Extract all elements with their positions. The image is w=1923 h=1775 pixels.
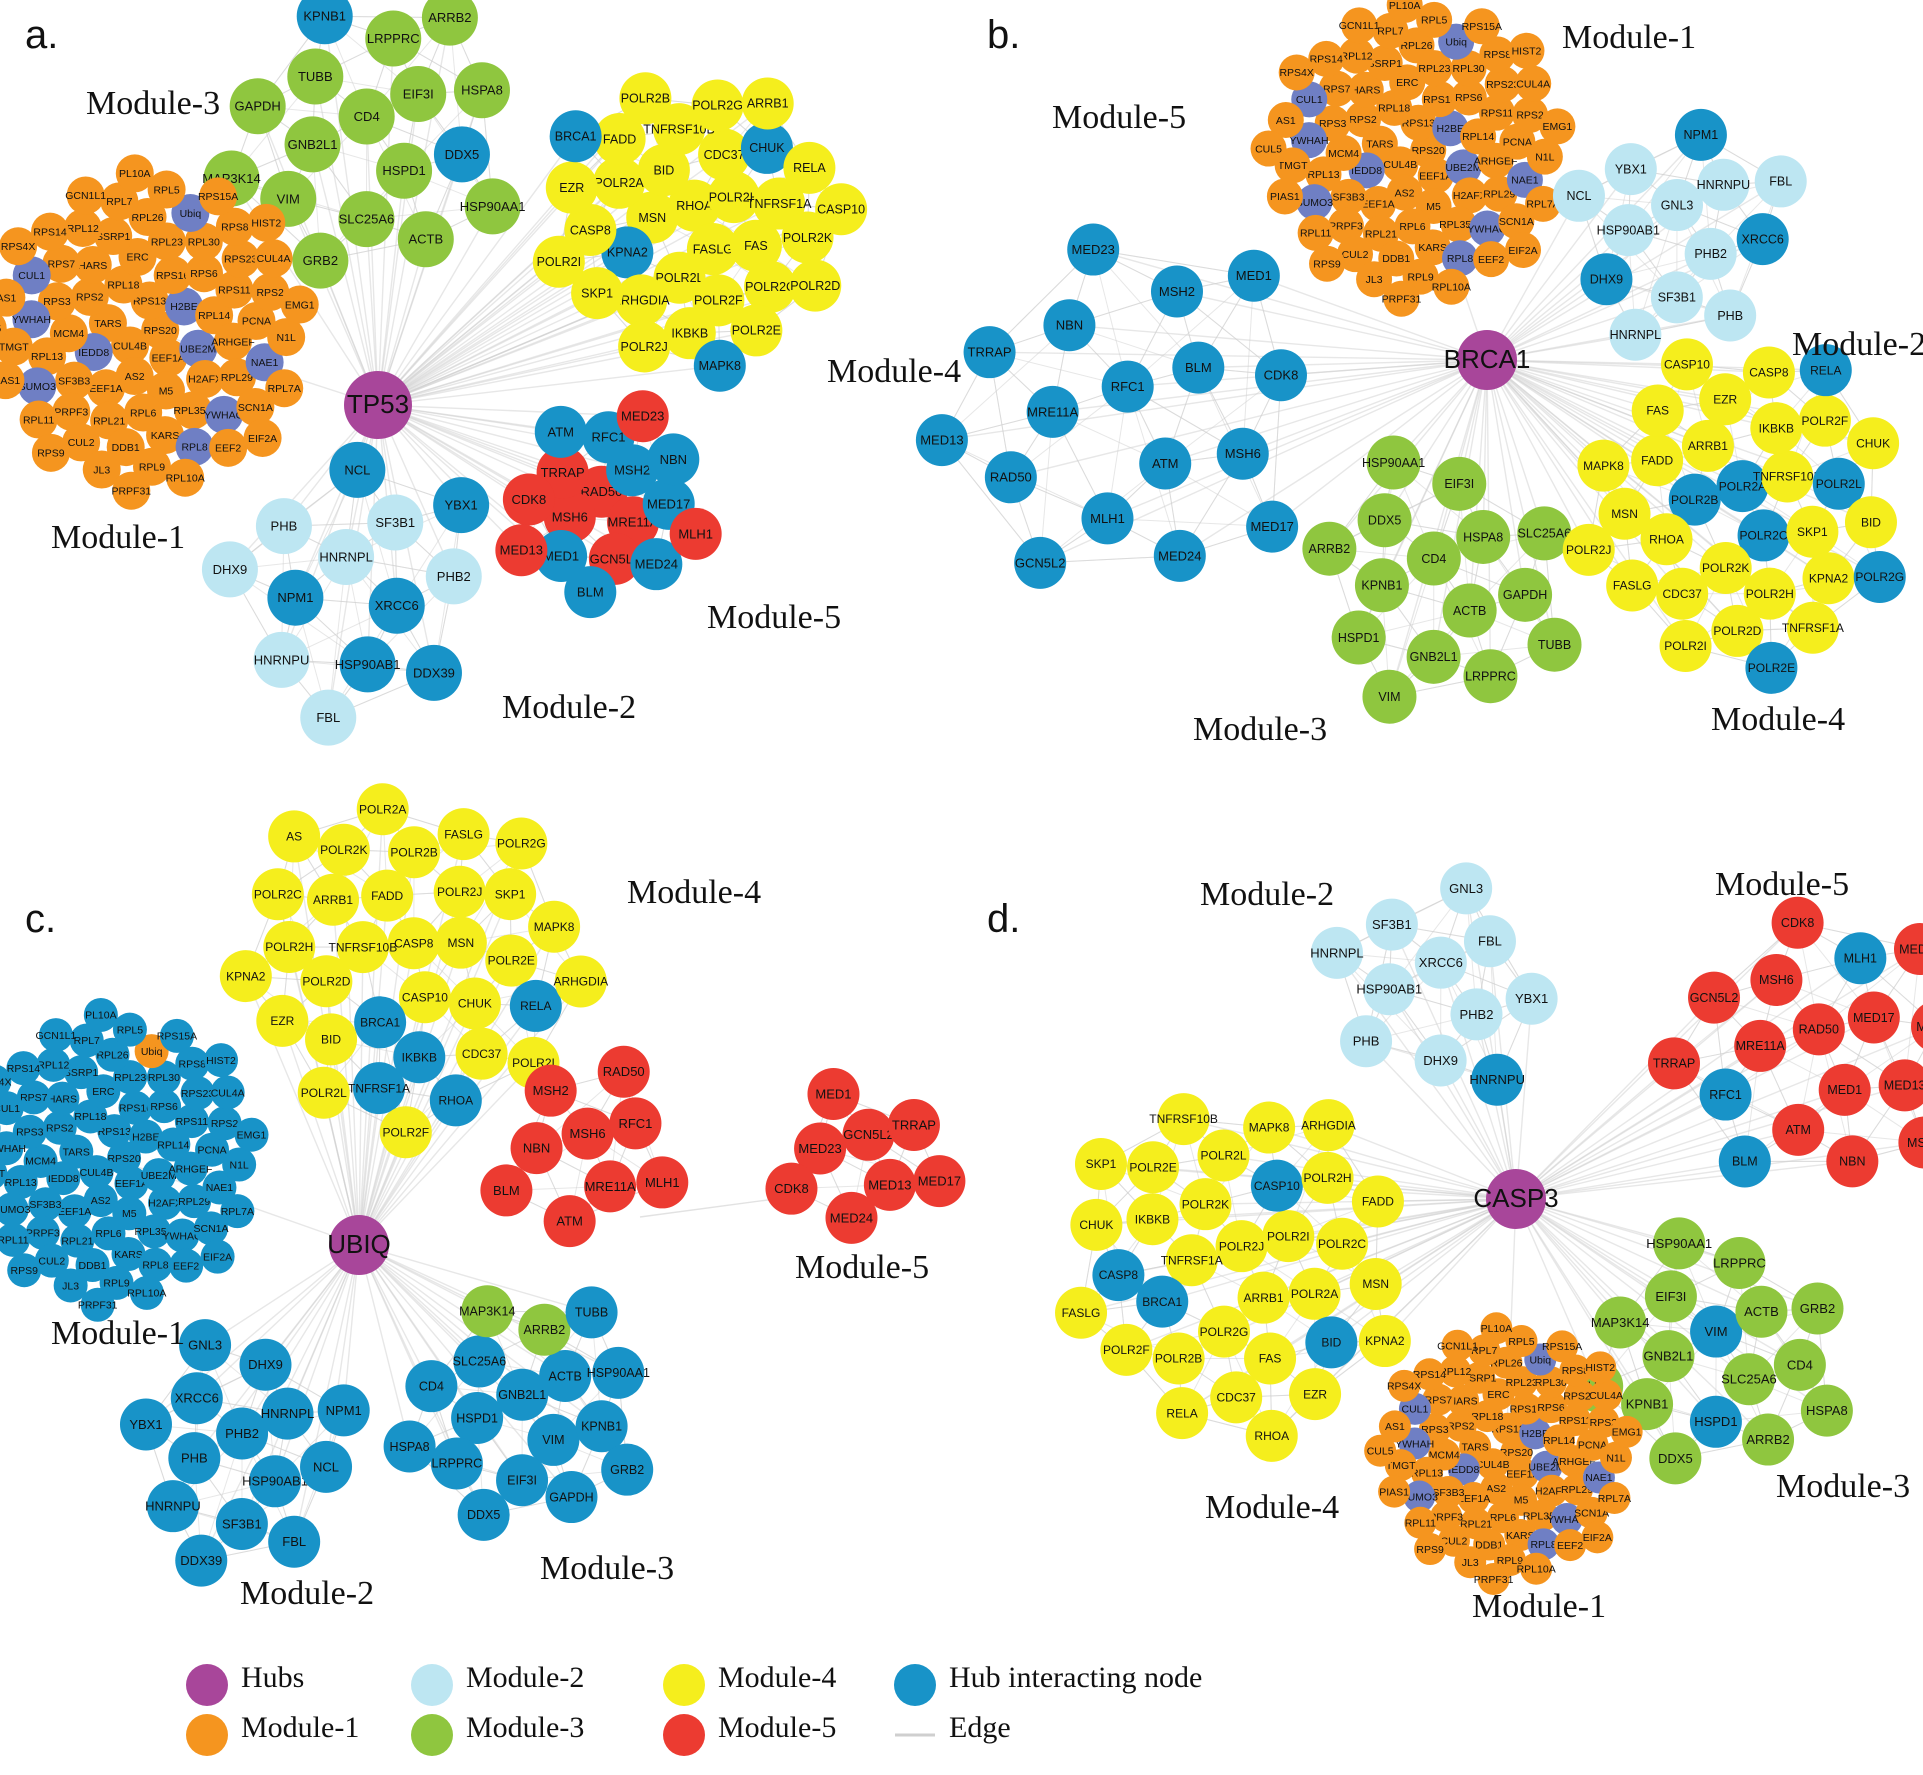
svg-text:Module-2: Module-2	[502, 689, 636, 726]
svg-text:Module-3: Module-3	[86, 85, 220, 122]
svg-text:CASP3: CASP3	[1473, 1183, 1558, 1213]
svg-text:Module-5: Module-5	[795, 1249, 929, 1286]
svg-text:Hub interacting node: Hub interacting node	[949, 1661, 1202, 1694]
svg-text:d.: d.	[987, 897, 1020, 941]
svg-text:Module-2: Module-2	[1200, 876, 1334, 913]
svg-text:UBIQ: UBIQ	[327, 1229, 391, 1259]
svg-text:Module-1: Module-1	[51, 519, 185, 556]
svg-text:Module-1: Module-1	[1562, 19, 1696, 56]
svg-text:Module-5: Module-5	[1715, 866, 1849, 903]
svg-text:a.: a.	[25, 13, 58, 57]
svg-text:Module-1: Module-1	[51, 1315, 185, 1352]
svg-text:Module-4: Module-4	[827, 353, 961, 390]
svg-text:Module-1: Module-1	[241, 1711, 359, 1744]
svg-text:Module-5: Module-5	[1052, 99, 1186, 136]
svg-text:b.: b.	[987, 13, 1020, 57]
svg-text:Module-5: Module-5	[718, 1711, 836, 1744]
svg-text:Module-4: Module-4	[1205, 1489, 1339, 1526]
svg-text:Module-4: Module-4	[718, 1661, 836, 1694]
svg-text:Module-3: Module-3	[466, 1711, 584, 1744]
svg-text:Module-3: Module-3	[540, 1550, 674, 1587]
svg-text:Module-4: Module-4	[1711, 701, 1845, 738]
svg-text:BRCA1: BRCA1	[1444, 344, 1531, 374]
svg-text:Module-2: Module-2	[466, 1661, 584, 1694]
svg-text:Module-3: Module-3	[1193, 711, 1327, 748]
svg-text:Hubs: Hubs	[241, 1661, 304, 1694]
svg-text:TP53: TP53	[347, 389, 409, 419]
svg-text:Module-2: Module-2	[1792, 326, 1923, 363]
svg-text:Module-4: Module-4	[627, 874, 761, 911]
svg-text:Edge: Edge	[949, 1711, 1011, 1744]
svg-text:Module-1: Module-1	[1472, 1588, 1606, 1625]
svg-text:c.: c.	[25, 897, 56, 941]
svg-text:Module-5: Module-5	[707, 599, 841, 636]
svg-text:Module-3: Module-3	[1776, 1468, 1910, 1505]
svg-text:Module-2: Module-2	[240, 1575, 374, 1612]
